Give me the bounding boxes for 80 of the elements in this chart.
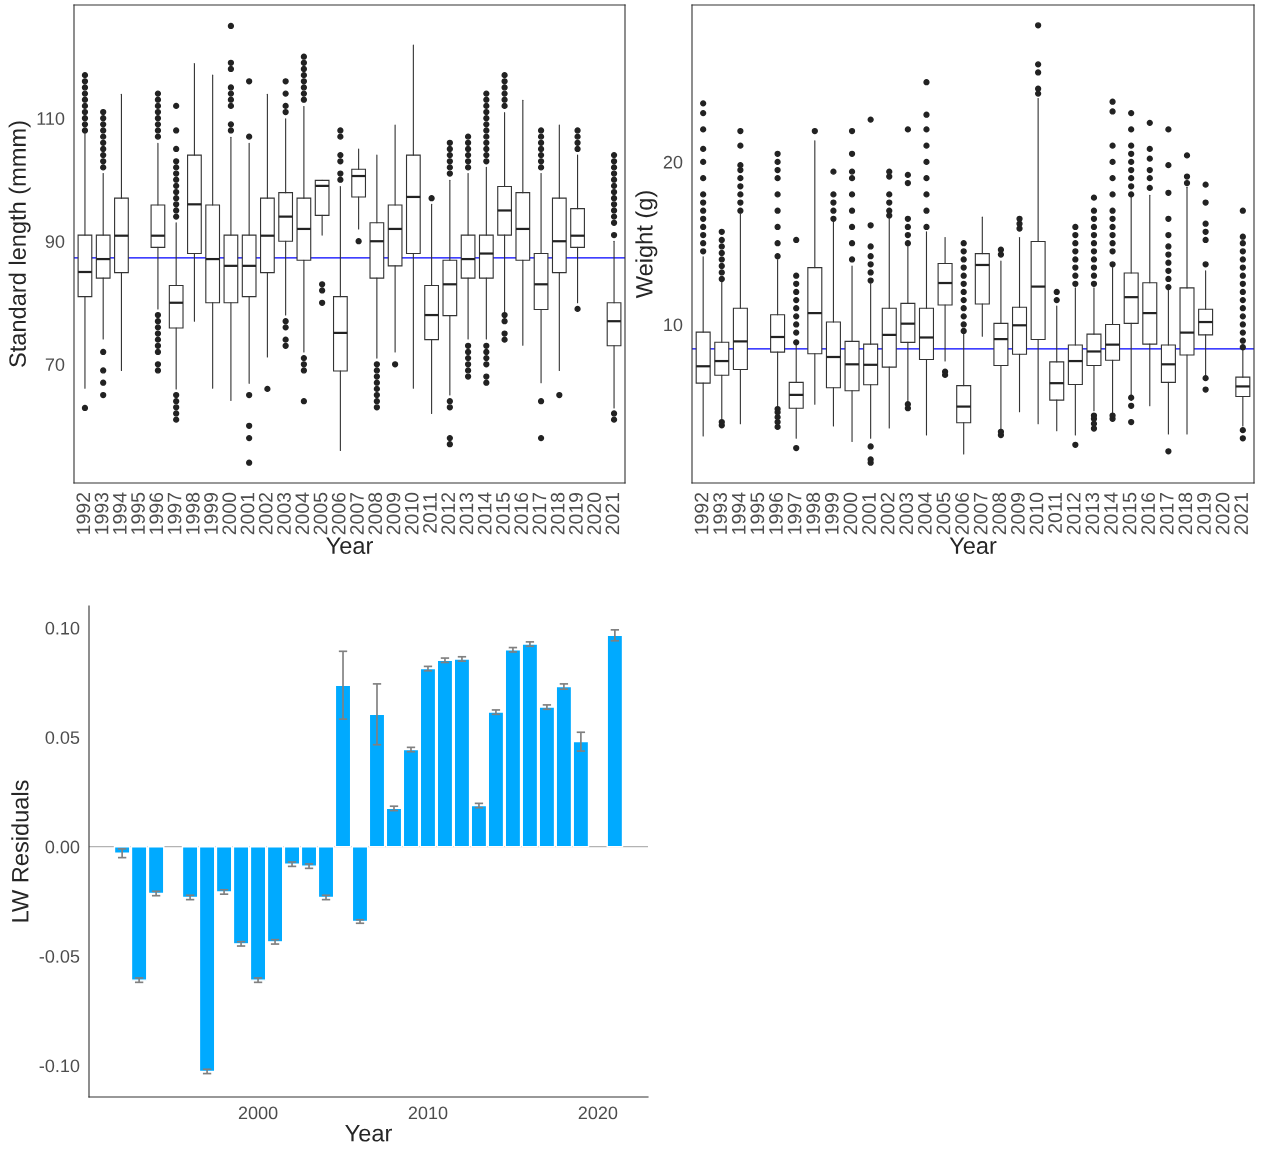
y-tick-label: 0.00 — [45, 840, 80, 854]
x-tick-label: 2003 — [899, 492, 914, 535]
x-tick-label: 2018 — [1178, 492, 1193, 535]
x-tick-label: 1994 — [112, 492, 127, 534]
x-tick-label: 2015 — [1122, 492, 1137, 535]
y-tick-label: -0.05 — [39, 950, 80, 963]
x-tick-label: 1996 — [769, 492, 783, 534]
x-tick-label: 2001 — [862, 492, 876, 535]
bar — [606, 634, 624, 848]
y-tick-label: 110 — [37, 112, 65, 125]
y-tick-label: 90 — [45, 235, 65, 248]
x-tick-label: 1993 — [713, 492, 727, 534]
x-tick-label: 2009 — [1010, 492, 1025, 535]
x-tick-label: 2014 — [1104, 492, 1118, 535]
x-tick-label: 2017 — [532, 493, 547, 535]
y-axis-title: Standard length (mmm) — [8, 121, 31, 367]
x-tick-label: 2016 — [514, 492, 529, 535]
y-tick-label: 10 — [664, 318, 683, 332]
x-tick-label: 2008 — [992, 492, 1007, 535]
x-tick-label: 2012 — [441, 493, 456, 535]
x-tick-label: 2021 — [605, 492, 620, 535]
x-tick-label: 2000 — [843, 492, 858, 535]
x-tick-label: 1993 — [94, 492, 109, 534]
x-tick-label: 2010 — [408, 1106, 448, 1120]
x-tick-label: 1999 — [204, 492, 218, 534]
x-tick-label: 2012 — [1066, 493, 1081, 535]
x-axis-title: Year — [326, 537, 373, 555]
x-axis-title: Year — [949, 537, 997, 555]
x-tick-label: 1992 — [694, 493, 709, 534]
y-tick-label: 0.05 — [45, 731, 80, 744]
x-tick-label: 2010 — [404, 492, 419, 535]
x-tick-label: 1997 — [167, 493, 182, 534]
y-axis-title: LW Residuals — [11, 780, 29, 922]
x-tick-label: 2016 — [1141, 492, 1156, 535]
x-tick-label: 2004 — [917, 492, 932, 535]
x-tick-label: 2015 — [496, 492, 510, 535]
x-tick-label: 2000 — [222, 492, 237, 535]
x-tick-label: 2021 — [1234, 492, 1249, 535]
x-tick-label: 2019 — [569, 492, 583, 535]
x-tick-label: 1998 — [806, 492, 821, 534]
x-axis-title: Year — [345, 1125, 392, 1142]
y-tick-label: 70 — [45, 358, 65, 371]
x-tick-label: 2000 — [238, 1106, 278, 1120]
x-tick-label: 2011 — [1048, 492, 1062, 533]
x-tick-label: 2020 — [1215, 492, 1230, 535]
x-tick-label: 2020 — [578, 1106, 618, 1120]
x-tick-label: 2020 — [587, 492, 602, 535]
y-tick-label: -0.10 — [39, 1059, 80, 1073]
x-tick-label: 2002 — [258, 493, 273, 535]
x-tick-label: 1995 — [750, 492, 765, 534]
x-tick-label: 2014 — [477, 492, 492, 535]
y-tick-label: 20 — [663, 155, 683, 169]
x-tick-label: 2007 — [973, 493, 988, 535]
x-tick-label: 1995 — [131, 492, 145, 534]
x-tick-label: 2013 — [1085, 492, 1100, 535]
x-tick-label: 1997 — [787, 493, 802, 534]
x-tick-label: 2018 — [550, 492, 565, 535]
x-tick-label: 2001 — [240, 492, 255, 535]
x-tick-label: 2013 — [459, 492, 474, 535]
x-tick-label: 1996 — [149, 492, 164, 534]
x-tick-label: 1998 — [185, 492, 200, 534]
x-tick-label: 1992 — [76, 493, 91, 534]
x-tick-label: 1999 — [824, 492, 839, 534]
x-tick-label: 2005 — [313, 492, 328, 535]
x-tick-label: 2007 — [350, 493, 364, 535]
x-tick-label: 2004 — [295, 492, 310, 535]
y-axis-title: Weight (g) — [635, 191, 658, 299]
x-tick-label: 2010 — [1029, 492, 1044, 535]
x-tick-label: 1994 — [731, 492, 746, 534]
x-tick-label: 2003 — [277, 492, 291, 535]
x-tick-label: 2002 — [880, 493, 895, 535]
x-tick-label: 2006 — [331, 492, 346, 535]
x-tick-label: 2009 — [386, 492, 401, 535]
x-tick-label: 2017 — [1159, 493, 1174, 535]
x-tick-label: 2019 — [1197, 492, 1211, 535]
x-tick-label: 2006 — [955, 492, 969, 535]
x-tick-label: 2008 — [368, 492, 383, 535]
y-tick-label: 0.10 — [45, 621, 80, 635]
x-tick-label: 2005 — [936, 492, 951, 535]
x-tick-label: 2011 — [423, 492, 437, 533]
